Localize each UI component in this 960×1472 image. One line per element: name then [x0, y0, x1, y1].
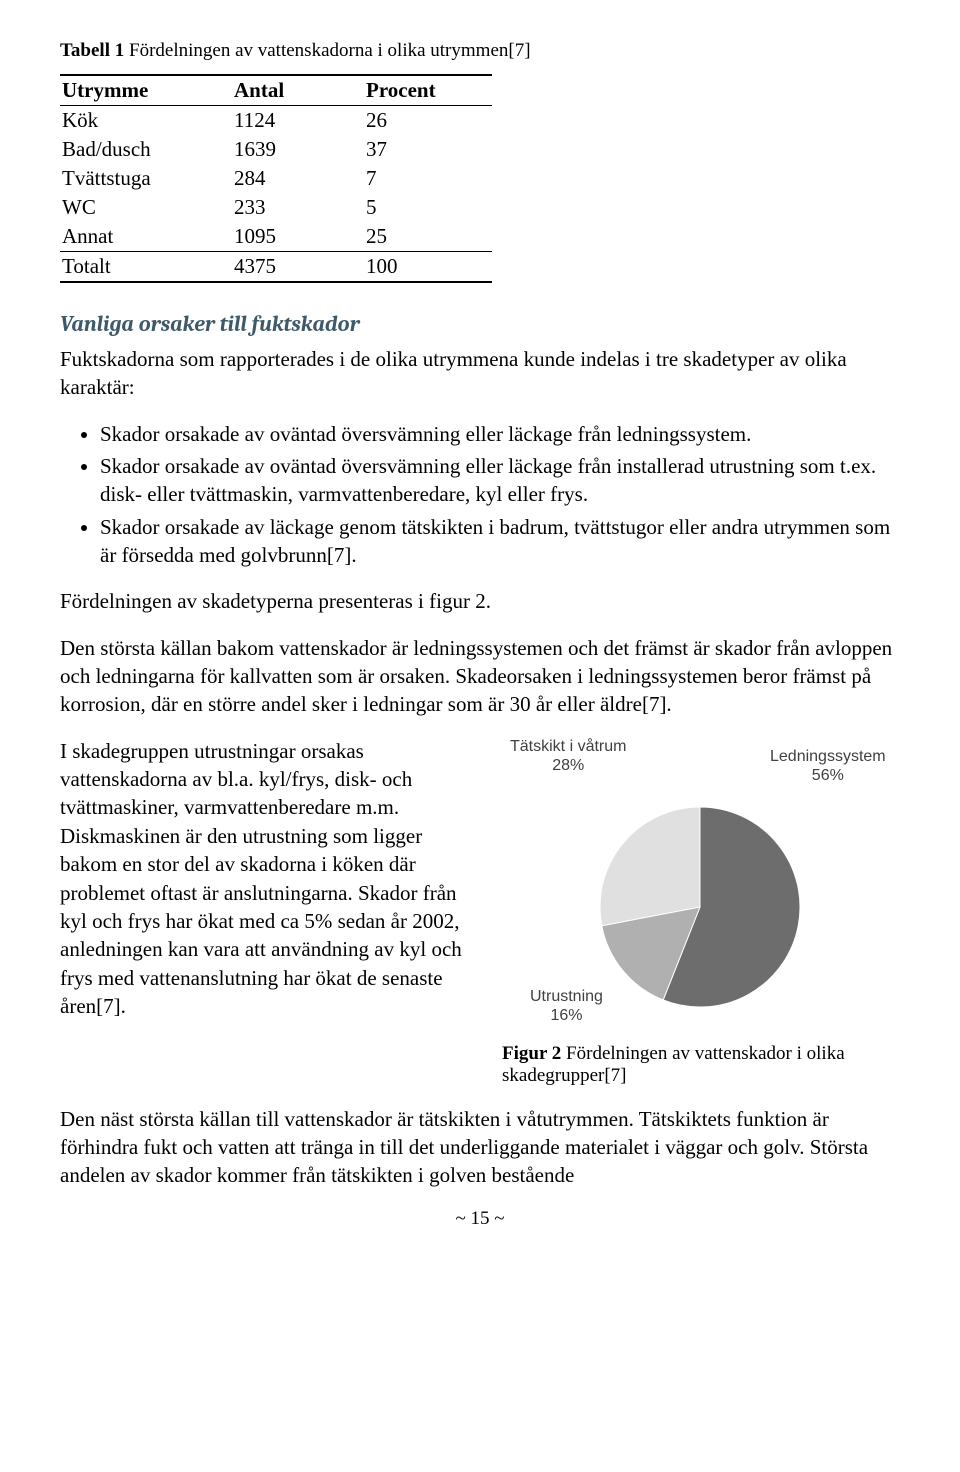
- table-row: WC 233 5: [60, 193, 492, 222]
- list-item: Skador orsakade av oväntad översvämning …: [100, 420, 900, 448]
- intro-paragraph: Fuktskadorna som rapporterades i de olik…: [60, 345, 900, 402]
- list-item: Skador orsakade av oväntad översvämning …: [100, 452, 900, 509]
- para-ledning: Den största källan bakom vattenskador är…: [60, 634, 900, 719]
- pie-label-ledning: Ledningssystem 56%: [770, 747, 886, 785]
- bullet-list: Skador orsakade av oväntad översvämning …: [60, 420, 900, 570]
- figure2-caption: Figur 2 Fördelningen av vattenskador i o…: [490, 1043, 900, 1087]
- figure2-caption-bold: Figur 2: [502, 1043, 561, 1064]
- list-item: Skador orsakade av läckage genom tätskik…: [100, 513, 900, 570]
- document-page: Tabell 1 Fördelningen av vattenskadorna …: [0, 0, 960, 1250]
- table1-caption-rest: Fördelningen av vattenskadorna i olika u…: [124, 40, 530, 61]
- table1-col-pct: Procent: [360, 75, 492, 106]
- table1-caption: Tabell 1 Fördelningen av vattenskadorna …: [60, 40, 900, 62]
- page-number: ~ 15 ~: [60, 1208, 900, 1230]
- right-column: Tätskikt i våtrum 28% Ledningssystem 56%…: [490, 737, 900, 1087]
- pie-chart-container: Tätskikt i våtrum 28% Ledningssystem 56%…: [490, 737, 900, 1037]
- para-after-bullets: Fördelningen av skadetyperna presenteras…: [60, 587, 900, 615]
- left-column: I skadegruppen utrustningar orsakas vatt…: [60, 737, 470, 1020]
- table-row: Kök 1124 26: [60, 106, 492, 136]
- table1-col-room: Utrymme: [60, 75, 228, 106]
- pie-label-tatskikt: Tätskikt i våtrum 28%: [510, 737, 626, 775]
- two-column-section: I skadegruppen utrustningar orsakas vatt…: [60, 737, 900, 1087]
- table-row-total: Totalt 4375 100: [60, 252, 492, 283]
- table-row: Annat 1095 25: [60, 222, 492, 252]
- para-tatskikt: Den näst största källan till vattenskado…: [60, 1105, 900, 1190]
- table1-header-row: Utrymme Antal Procent: [60, 75, 492, 106]
- pie-label-utrustning: Utrustning 16%: [530, 987, 603, 1025]
- subheading-vanliga-orsaker: Vanliga orsaker till fuktskador: [60, 311, 900, 337]
- table1-col-count: Antal: [228, 75, 360, 106]
- table1: Utrymme Antal Procent Kök 1124 26 Bad/du…: [60, 74, 492, 283]
- para-utrustning: I skadegruppen utrustningar orsakas vatt…: [60, 737, 470, 1020]
- table-row: Tvättstuga 284 7: [60, 164, 492, 193]
- table1-caption-bold: Tabell 1: [60, 40, 124, 61]
- table-row: Bad/dusch 1639 37: [60, 135, 492, 164]
